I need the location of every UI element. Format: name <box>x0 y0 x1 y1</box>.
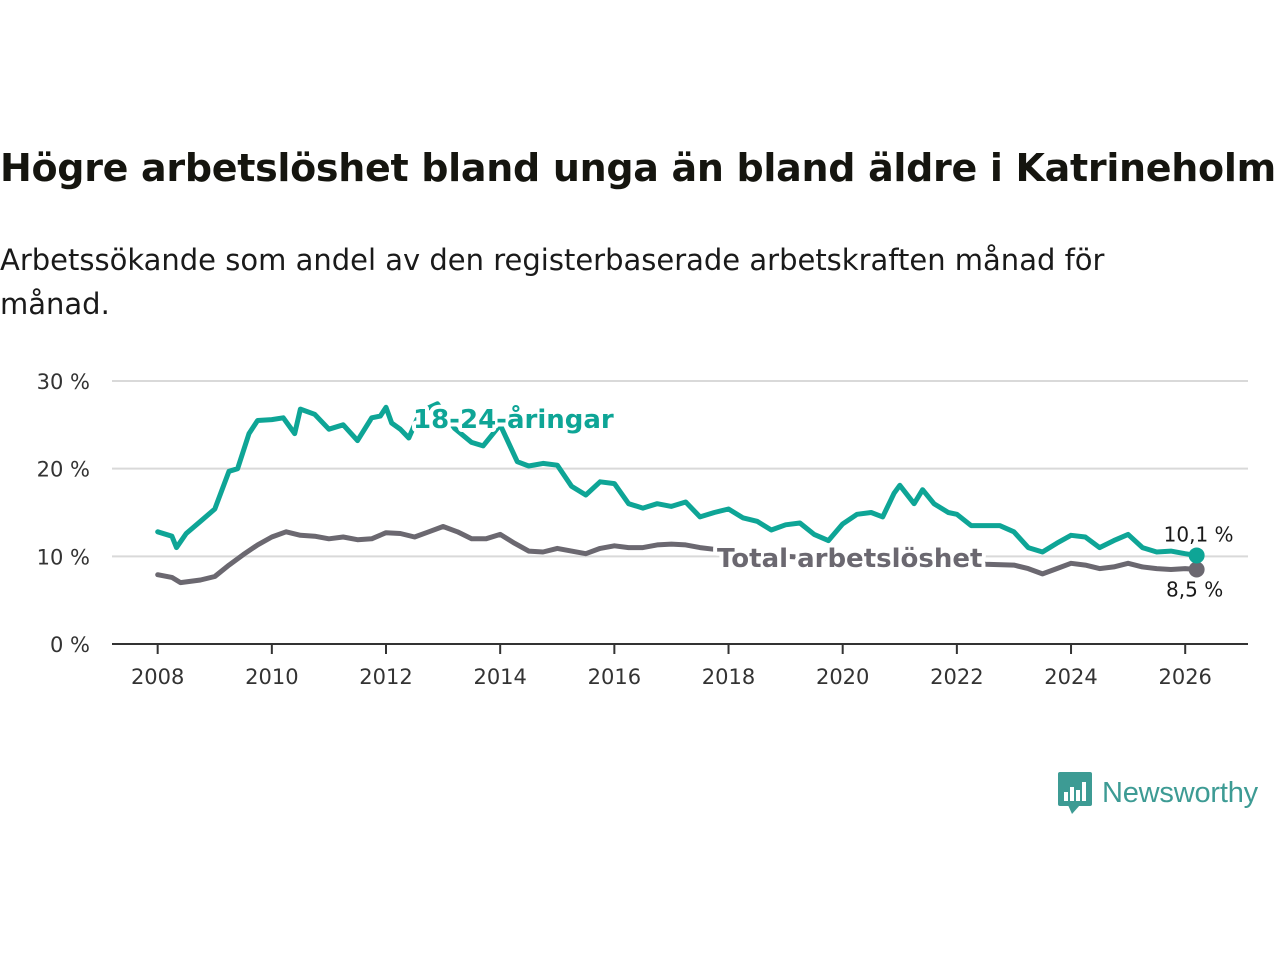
series-line-youth <box>155 401 1200 558</box>
y-tick-label: 20 % <box>37 458 90 482</box>
y-tick-label: 10 % <box>37 545 90 569</box>
end-point-total <box>1188 561 1205 578</box>
x-axis-ticks: 2008 2010 2012 2014 2016 2018 2020 2022 2024 2026 <box>131 644 1212 689</box>
series-label-youth: 18-24-åringar <box>413 403 614 435</box>
y-axis-tick-labels: 0 % 10 % 20 % 30 % <box>37 370 90 657</box>
x-tick-label: 2016 <box>588 665 641 689</box>
end-point-youth <box>1188 547 1205 564</box>
x-tick-label: 2012 <box>359 665 412 689</box>
series-label-total: Total arbetslöshet <box>717 544 982 574</box>
series-label-youth-halo: 18-24-åringar <box>413 403 614 435</box>
y-tick-label: 30 % <box>37 370 90 394</box>
newsworthy-logo: Newsworthy <box>1058 772 1258 814</box>
x-tick-label: 2026 <box>1158 665 1211 689</box>
series-line-total <box>155 524 1200 586</box>
y-tick-label: 0 % <box>50 633 90 657</box>
chart-title: Högre arbetslöshet bland unga än bland ä… <box>0 146 1276 190</box>
end-value-label-total: 8,5 % <box>1166 577 1223 601</box>
x-tick-label: 2024 <box>1044 665 1097 689</box>
series-label-total-halo: Total arbetslöshet <box>717 544 982 574</box>
chart-subtitle: Arbetssökande som andel av den registerb… <box>0 243 1105 321</box>
x-tick-label: 2010 <box>245 665 298 689</box>
x-tick-label: 2022 <box>930 665 983 689</box>
end-value-label-youth: 10,1 % <box>1164 522 1234 546</box>
x-tick-label: 2020 <box>816 665 869 689</box>
newsworthy-logo-icon <box>1058 772 1092 814</box>
newsworthy-wordmark: Newsworthy <box>1102 776 1258 809</box>
series-lines <box>155 401 1205 586</box>
gridlines <box>112 380 1248 558</box>
x-tick-label: 2018 <box>702 665 755 689</box>
x-tick-label: 2008 <box>131 665 184 689</box>
x-tick-label: 2014 <box>473 665 526 689</box>
